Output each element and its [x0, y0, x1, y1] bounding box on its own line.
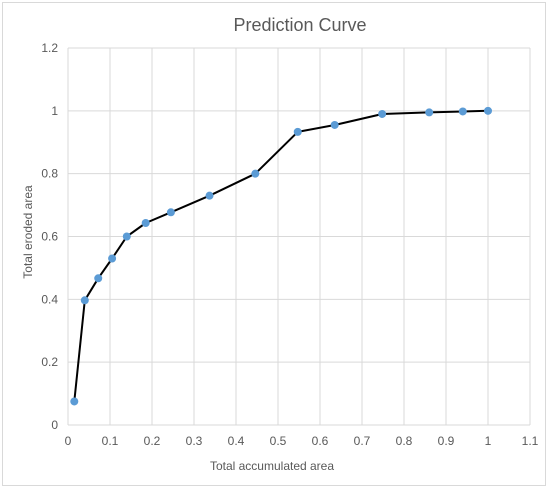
- x-tick-labels: 0 0.1 0.2 0.3 0.4 0.5 0.6 0.7 0.8 0.9 1 1.1: [65, 434, 539, 448]
- y-tick-label: 0.8: [41, 167, 58, 181]
- y-tick-label: 1.2: [41, 41, 58, 55]
- x-tick-label: 0.1: [102, 434, 119, 448]
- data-point: [293, 127, 302, 136]
- data-point: [425, 108, 434, 117]
- data-point: [141, 218, 150, 227]
- x-tick-label: 1.1: [522, 434, 539, 448]
- x-tick-label: 0: [65, 434, 72, 448]
- series-line: [73, 109, 489, 402]
- x-tick-label: 0.6: [312, 434, 329, 448]
- chart-title: Prediction Curve: [233, 15, 366, 35]
- y-tick-label: 1: [51, 104, 58, 118]
- data-point: [205, 191, 214, 200]
- data-point: [251, 169, 260, 178]
- y-tick-label: 0.2: [41, 355, 58, 369]
- data-point: [484, 106, 492, 115]
- data-point: [108, 254, 117, 263]
- data-point: [80, 296, 89, 305]
- x-tick-label: 0.4: [228, 434, 245, 448]
- data-point: [70, 397, 79, 406]
- y-tick-label: 0: [51, 418, 58, 432]
- x-tick-label: 0.5: [270, 434, 287, 448]
- data-point: [122, 232, 131, 241]
- x-axis-label: Total accumulated area: [210, 459, 334, 473]
- data-point: [166, 208, 175, 217]
- data-point: [378, 109, 387, 118]
- x-tick-label: 0.7: [354, 434, 371, 448]
- y-tick-label: 0.6: [41, 230, 58, 244]
- chart-frame: [2, 2, 546, 486]
- y-axis-label: Total eroded area: [21, 185, 35, 279]
- data-points: [70, 106, 492, 406]
- y-tick-label: 0.4: [41, 292, 58, 306]
- x-tick-label: 0.2: [144, 434, 161, 448]
- y-tick-labels: 0 0.2 0.4 0.6 0.8 1 1.2: [41, 41, 58, 432]
- data-point: [94, 274, 103, 283]
- data-point: [458, 107, 467, 116]
- data-point: [330, 120, 339, 129]
- x-tick-label: 1: [485, 434, 492, 448]
- gridlines: [67, 47, 531, 426]
- x-tick-label: 0.8: [396, 434, 413, 448]
- x-tick-label: 0.9: [438, 434, 455, 448]
- x-tick-label: 0.3: [186, 434, 203, 448]
